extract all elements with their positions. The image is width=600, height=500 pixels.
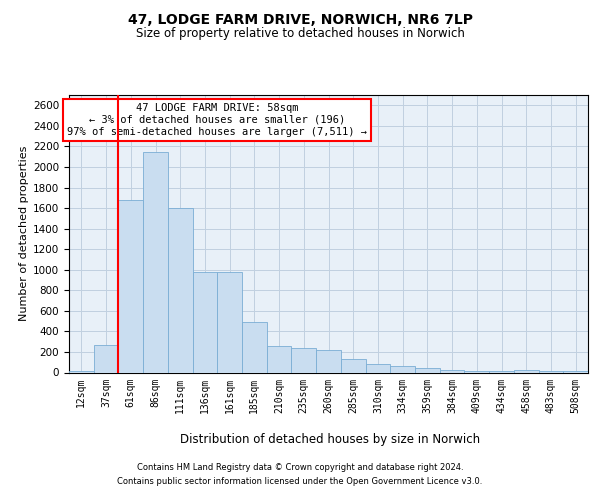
Bar [316,350,341,372]
Bar [168,208,193,372]
Bar [94,346,118,372]
Y-axis label: Number of detached properties: Number of detached properties [19,146,29,322]
Bar [143,152,168,372]
Text: Contains HM Land Registry data © Crown copyright and database right 2024.: Contains HM Land Registry data © Crown c… [137,464,463,472]
Bar [341,359,365,372]
Bar [242,322,267,372]
Bar [390,366,415,372]
Text: Size of property relative to detached houses in Norwich: Size of property relative to detached ho… [136,28,464,40]
Bar [514,370,539,372]
Text: Distribution of detached houses by size in Norwich: Distribution of detached houses by size … [180,432,480,446]
Bar [292,348,316,372]
Bar [118,200,143,372]
Text: Contains public sector information licensed under the Open Government Licence v3: Contains public sector information licen… [118,477,482,486]
Bar [365,364,390,372]
Bar [440,370,464,372]
Text: 47 LODGE FARM DRIVE: 58sqm
← 3% of detached houses are smaller (196)
97% of semi: 47 LODGE FARM DRIVE: 58sqm ← 3% of detac… [67,104,367,136]
Bar [193,272,217,372]
Text: 47, LODGE FARM DRIVE, NORWICH, NR6 7LP: 47, LODGE FARM DRIVE, NORWICH, NR6 7LP [128,12,473,26]
Bar [217,272,242,372]
Bar [267,346,292,372]
Bar [415,368,440,372]
